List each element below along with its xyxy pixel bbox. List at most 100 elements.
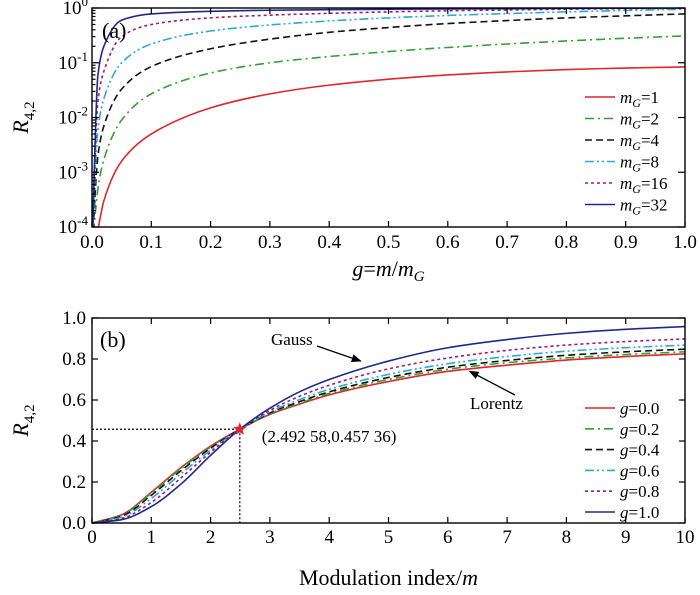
x-tick-label: 0.2 [199, 232, 223, 253]
y-tick-exponent: -2 [77, 104, 88, 119]
x-tick-label: 0.7 [495, 232, 519, 253]
legend-value: =32 [641, 196, 668, 215]
plot-frame [91, 7, 686, 228]
x-tick-label: 1 [147, 527, 157, 548]
panel-b-chart: 0 1 2 3 4 5 6 7 8 9 10 0.0 0.2 0.4 0.6 0.8 1.0 (b) R4,2 Mod… [8, 308, 695, 590]
y-tick-exponent: -3 [77, 158, 88, 173]
y-tick-label: 0.0 [62, 513, 86, 534]
legend-label-mg-4: mG=4 [620, 131, 660, 153]
crossing-point-label: (2.492 58,0.457 36) [262, 427, 397, 446]
panel-label-a: (a) [102, 18, 126, 43]
y-axis-label: R4,2 [8, 101, 38, 134]
panel-label-b: (b) [100, 327, 126, 352]
x-tick-label: 0.5 [377, 232, 401, 253]
x-axis-label: g=m/mG [352, 256, 424, 285]
x-tick-label: 0.3 [258, 232, 282, 253]
y-axis-label-sub: 4,2 [22, 404, 38, 423]
x-tick-label: 7 [502, 527, 512, 548]
x-tick-label: 9 [621, 527, 631, 548]
legend-value: =0.0 [629, 399, 660, 418]
x-tick-label: 0.0 [80, 232, 104, 253]
x-tick-label: 4 [324, 527, 334, 548]
legend-var: g [620, 482, 629, 501]
legend-var: g [620, 420, 629, 439]
annotation-lorentz: Lorentz [470, 394, 523, 413]
legend-value: =16 [641, 174, 668, 193]
legend-var: g [620, 503, 629, 522]
legend-label-g-0.4: g=0.4 [620, 441, 660, 460]
legend-var-sub: G [632, 204, 641, 218]
y-axis-label-main: R [8, 120, 33, 135]
series-line-mg-4 [92, 13, 685, 227]
x-tick-label: 0.6 [436, 232, 460, 253]
legend-value: =4 [641, 131, 660, 150]
x-tick-label: 8 [562, 527, 572, 548]
series-line-mg-1 [97, 66, 685, 227]
y-tick-exponent: -1 [77, 49, 88, 64]
x-axis-label-part: = [363, 256, 375, 281]
legend-value: =1.0 [629, 503, 660, 522]
x-axis-label-var: m [462, 565, 478, 590]
x-tick-label: 0.9 [614, 232, 638, 253]
legend-value: =2 [641, 110, 659, 129]
y-axis-label: R4,2 [8, 404, 38, 437]
x-tick-label: 3 [265, 527, 275, 548]
x-tick-label: 0.4 [317, 232, 341, 253]
y-tick-label: 0.6 [62, 390, 86, 411]
legend-label-mg-16: mG=16 [620, 174, 668, 196]
annotation-lorentz-arrow [468, 370, 516, 396]
legend-label-g-0.2: g=0.2 [620, 420, 659, 439]
legend-var-sub: G [632, 182, 641, 196]
legend-label-g-0.0: g=0.0 [620, 399, 659, 418]
legend-value: =0.6 [629, 461, 660, 480]
series-line-mg-2 [93, 35, 685, 227]
y-tick-base: 10 [63, 0, 82, 19]
x-tick-label: 0.8 [555, 232, 579, 253]
x-tick-label: 10 [676, 527, 695, 548]
y-axis-label-main: R [8, 423, 33, 438]
legend-label-g-0.8: g=0.8 [620, 482, 659, 501]
legend-var-sub: G [632, 161, 641, 175]
x-axis-label-text: Modulation index/ [299, 565, 463, 590]
legend-var-sub: G [632, 96, 641, 110]
x-axis-label-part: m [376, 256, 392, 281]
series-line-g-0.8 [91, 338, 686, 524]
legend-label-mg-2: mG=2 [620, 110, 659, 132]
x-tick-label: 5 [384, 527, 394, 548]
legend-value: =0.2 [629, 420, 660, 439]
series-line-g-0.0 [91, 353, 686, 524]
y-tick-label: 1.0 [62, 308, 86, 329]
y-tick-exponent: 0 [82, 0, 89, 9]
legend-value: =0.8 [629, 482, 660, 501]
legend-var: g [620, 399, 629, 418]
x-axis-label: Modulation index/m [299, 565, 478, 590]
y-tick-base: 10 [58, 108, 77, 129]
x-tick-label: 1.0 [673, 232, 697, 253]
legend-label-mg-8: mG=8 [620, 153, 659, 175]
legend-value: =0.4 [629, 441, 660, 460]
annotation-gauss-arrow [316, 345, 362, 362]
y-tick-label: 0.8 [62, 349, 86, 370]
y-tick-exponent: -4 [77, 213, 88, 228]
legend-label-g-0.6: g=0.6 [620, 461, 659, 480]
x-axis-label-part: G [414, 269, 425, 285]
x-tick-label: 6 [443, 527, 453, 548]
legend-var: m [620, 131, 632, 150]
legend-var-sub: G [632, 118, 641, 132]
legend-var: m [620, 88, 632, 107]
series-line-mg-16 [92, 8, 685, 227]
x-tick-label: 2 [206, 527, 216, 548]
legend-var: g [620, 461, 629, 480]
y-tick-label: 10-1 [58, 49, 88, 74]
series-line-mg-32 [92, 8, 685, 227]
series-line-mg-8 [92, 8, 685, 227]
y-tick-base: 10 [58, 53, 77, 74]
legend-label-mg-1: mG=1 [620, 88, 659, 110]
y-tick-label: 100 [63, 0, 89, 19]
x-tick-label: 0.1 [139, 232, 163, 253]
series-line-g-0.2 [91, 351, 686, 524]
annotation-gauss: Gauss [271, 330, 313, 349]
legend-var: m [620, 196, 632, 215]
x-axis-label-part: m [398, 256, 414, 281]
